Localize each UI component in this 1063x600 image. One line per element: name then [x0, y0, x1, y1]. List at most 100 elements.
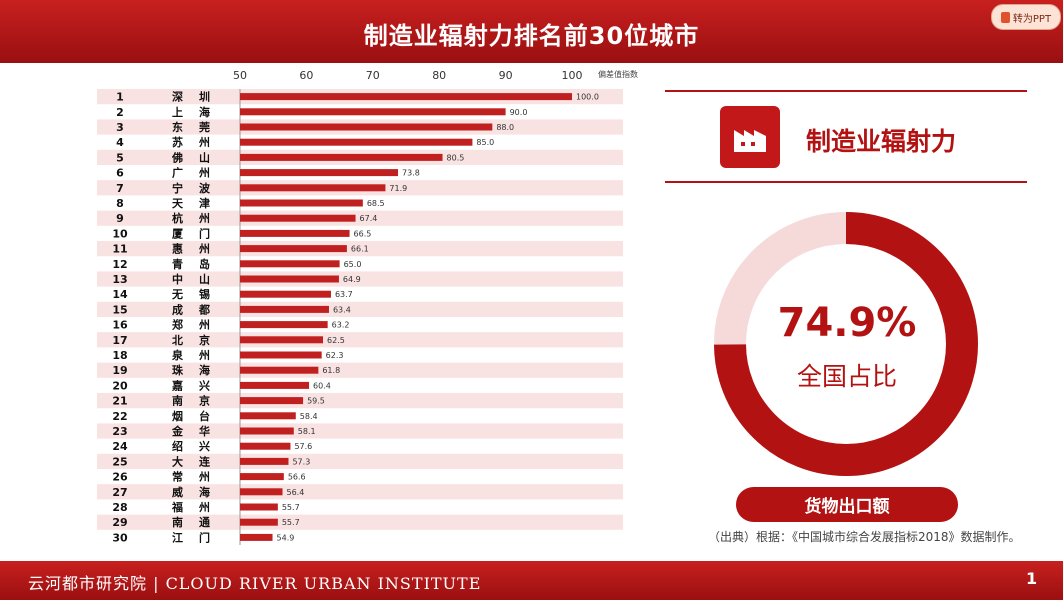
factory-icon: [720, 106, 780, 168]
city-label: 南京: [172, 394, 226, 408]
unit-label: 偏差值指数: [598, 69, 638, 79]
value-label: 85.0: [476, 138, 494, 147]
rank-label: 16: [112, 319, 128, 332]
value-label: 57.3: [292, 457, 310, 466]
page-number: 1: [1026, 569, 1038, 588]
convert-ppt-label: 转为PPT: [1012, 13, 1052, 25]
value-label: 62.3: [326, 351, 344, 360]
x-tick-label: 90: [499, 69, 513, 82]
value-label: 56.6: [288, 473, 306, 482]
x-tick-label: 70: [366, 69, 380, 82]
rank-label: 13: [112, 273, 127, 286]
value-label: 55.7: [282, 518, 300, 527]
value-label: 59.5: [307, 397, 325, 406]
city-label: 天津: [172, 196, 226, 210]
bar: [240, 108, 506, 116]
value-label: 61.8: [322, 366, 340, 375]
bar: [240, 93, 572, 101]
rank-label: 29: [112, 516, 127, 529]
bar: [240, 214, 356, 222]
city-label: 烟台: [172, 409, 226, 423]
city-label: 青岛: [172, 257, 226, 271]
row-stripe: [97, 271, 623, 287]
value-label: 68.5: [367, 199, 385, 208]
city-label: 中山: [172, 272, 226, 286]
rank-label: 2: [116, 106, 124, 119]
value-label: 54.9: [277, 533, 295, 542]
x-tick-label: 100: [562, 69, 583, 82]
value-label: 65.0: [344, 260, 362, 269]
rank-label: 20: [112, 379, 128, 392]
bar: [240, 518, 278, 526]
rank-label: 11: [112, 243, 127, 256]
divider-top: [665, 90, 1027, 92]
rank-label: 3: [116, 121, 124, 134]
rank-label: 8: [116, 197, 124, 210]
city-label: 金华: [171, 424, 226, 438]
percent-value: 74.9%: [777, 300, 917, 346]
bar: [240, 184, 386, 192]
city-label: 广州: [172, 166, 226, 180]
bar: [240, 123, 493, 131]
bar: [240, 305, 329, 313]
row-stripe: [97, 514, 623, 530]
value-label: 63.2: [332, 321, 350, 330]
value-label: 67.4: [360, 214, 378, 223]
value-label: 63.4: [333, 305, 351, 314]
summary-heading: 制造业辐射力: [806, 127, 957, 156]
city-label: 深圳: [172, 90, 226, 104]
value-label: 55.7: [282, 503, 300, 512]
row-stripe: [97, 393, 623, 409]
city-label: 珠海: [172, 363, 226, 377]
x-tick-label: 80: [432, 69, 446, 82]
rank-label: 9: [116, 212, 124, 225]
city-label: 江门: [172, 530, 226, 544]
city-label: 绍兴: [172, 439, 226, 453]
percent-label: 全国占比: [796, 362, 897, 391]
value-label: 80.5: [447, 153, 465, 162]
city-label: 苏州: [172, 135, 226, 149]
value-label: 90.0: [510, 108, 528, 117]
value-label: 60.4: [313, 381, 331, 390]
rank-label: 12: [112, 258, 127, 271]
export-value-pill: 货物出口额: [736, 487, 958, 522]
bar: [240, 229, 350, 237]
row-stripe: [97, 332, 623, 348]
city-label: 东莞: [172, 120, 226, 134]
bar: [240, 245, 347, 253]
city-label: 宁波: [172, 181, 226, 195]
rank-label: 1: [116, 91, 124, 104]
city-label: 郑州: [172, 318, 226, 332]
city-label: 北京: [172, 333, 226, 347]
bar: [240, 169, 399, 177]
rank-label: 19: [112, 364, 127, 377]
city-label: 杭州: [172, 211, 226, 225]
city-label: 厦门: [172, 226, 226, 240]
rank-label: 22: [112, 410, 127, 423]
rank-label: 28: [112, 501, 127, 514]
rank-label: 10: [112, 227, 128, 240]
bar: [240, 533, 273, 541]
convert-ppt-button[interactable]: 转为PPT: [991, 4, 1061, 30]
bar: [240, 275, 339, 283]
bar: [240, 260, 340, 268]
row-stripe: [97, 210, 623, 226]
rank-label: 30: [112, 531, 128, 544]
rank-label: 24: [112, 440, 128, 453]
page-title: 制造业辐射力排名前30位城市: [363, 22, 700, 50]
value-label: 62.5: [327, 336, 345, 345]
value-label: 66.1: [351, 245, 369, 254]
bar: [240, 138, 473, 146]
row-stripe: [97, 453, 623, 469]
city-label: 惠州: [172, 242, 226, 256]
row-stripe: [97, 362, 623, 378]
city-label: 嘉兴: [171, 378, 226, 392]
city-label: 大连: [172, 454, 226, 468]
header-bar: [0, 0, 1063, 63]
bar: [240, 381, 310, 389]
row-stripe: [97, 241, 623, 257]
footer-institute: 云河都市研究院 | CLOUD RIVER URBAN INSTITUTE: [28, 574, 482, 593]
bar: [240, 336, 323, 344]
city-label: 佛山: [171, 150, 226, 164]
